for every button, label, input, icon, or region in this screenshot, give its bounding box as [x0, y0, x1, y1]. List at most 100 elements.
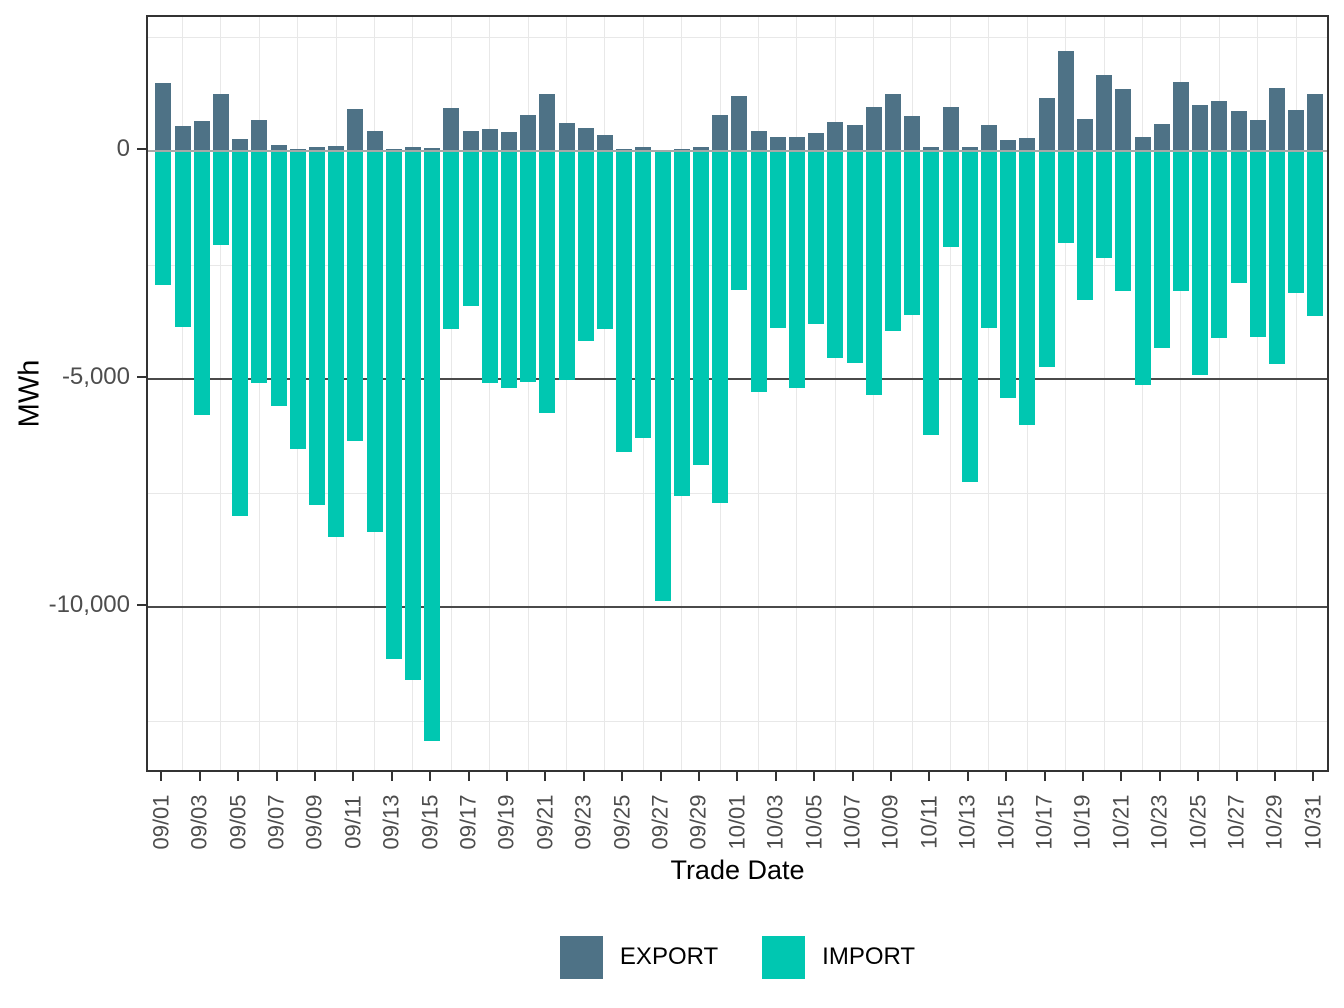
- export-bar: [1288, 109, 1305, 151]
- export-bar: [731, 95, 748, 151]
- import-bar: [1057, 151, 1074, 243]
- export-bar: [443, 107, 460, 151]
- export-bar: [865, 106, 882, 151]
- import-bar: [654, 151, 671, 601]
- export-bar: [942, 106, 959, 151]
- export-bar: [980, 125, 997, 151]
- x-gridline: [182, 17, 183, 770]
- export-bar: [155, 82, 172, 151]
- import-bar: [673, 151, 690, 497]
- x-gridline: [911, 17, 913, 770]
- x-gridline: [566, 17, 567, 770]
- import-bar: [558, 151, 575, 381]
- x-axis-title: Trade Date: [670, 855, 805, 885]
- export-bar: [1172, 81, 1189, 151]
- x-axis-tick: [966, 772, 969, 781]
- import-bar: [1268, 151, 1285, 365]
- x-axis-tick: [429, 772, 432, 781]
- export-bar: [769, 136, 786, 151]
- export-bar: [424, 148, 441, 151]
- import-bar: [904, 151, 921, 315]
- export-color-swatch: [559, 935, 603, 979]
- y-minor-gridline: [148, 492, 1327, 494]
- import-bar: [289, 151, 306, 450]
- y-axis-tick: [137, 376, 146, 378]
- import-bar: [1096, 151, 1113, 258]
- x-axis-tick: [390, 772, 393, 781]
- import-bar: [251, 151, 268, 383]
- import-bar: [1288, 151, 1305, 293]
- x-gridline: [796, 17, 798, 770]
- x-gridline: [988, 17, 990, 770]
- import-bar: [443, 151, 460, 330]
- x-axis-tick: [1081, 772, 1084, 781]
- import-bar: [961, 151, 978, 483]
- import-bar: [1134, 151, 1151, 386]
- zero-line: [148, 150, 1327, 152]
- import-bar: [1192, 151, 1209, 375]
- export-bar: [232, 139, 249, 151]
- import-bar: [1172, 151, 1189, 292]
- import-bar: [500, 151, 517, 388]
- x-gridline: [1103, 17, 1105, 770]
- x-axis-tick: [851, 772, 854, 781]
- export-bar: [212, 93, 229, 151]
- export-bar: [884, 94, 901, 151]
- legend: EXPORT IMPORT: [146, 930, 1329, 984]
- import-bar: [462, 151, 479, 306]
- plot-area: [146, 15, 1329, 772]
- legend-item-export: EXPORT: [559, 935, 719, 979]
- x-gridline: [758, 17, 759, 770]
- export-bar: [558, 122, 575, 151]
- import-color-swatch: [762, 935, 806, 979]
- export-bar: [174, 125, 191, 151]
- import-bar: [1115, 151, 1132, 291]
- y-axis-tick: [137, 148, 146, 150]
- y-major-gridline: [148, 606, 1327, 608]
- export-bar: [1115, 88, 1132, 151]
- import-bar: [404, 151, 421, 680]
- import-legend-label: IMPORT: [822, 943, 916, 970]
- import-bar: [1000, 151, 1017, 399]
- export-bar: [481, 128, 498, 151]
- export-bar: [270, 145, 287, 151]
- import-bar: [481, 151, 498, 384]
- x-gridline: [1218, 17, 1220, 770]
- x-gridline: [489, 17, 491, 770]
- export-bar: [308, 147, 325, 151]
- x-axis-tick: [582, 772, 585, 781]
- export-bar: [808, 133, 825, 151]
- import-bar: [635, 151, 652, 438]
- import-bar: [347, 151, 364, 442]
- import-bar: [174, 151, 191, 327]
- y-major-gridline: [148, 378, 1327, 380]
- import-bar: [808, 151, 825, 325]
- export-legend-label: EXPORT: [619, 943, 719, 970]
- y-tick-label: 0: [116, 135, 130, 162]
- export-bar: [1057, 51, 1074, 151]
- x-gridline: [1295, 17, 1297, 770]
- import-bar: [750, 151, 767, 392]
- export-bar: [1268, 87, 1285, 151]
- export-bar: [596, 135, 613, 151]
- x-axis-tick: [697, 772, 700, 781]
- x-axis-tick: [198, 772, 201, 781]
- export-bar: [1096, 74, 1113, 151]
- export-bar: [846, 125, 863, 151]
- x-gridline: [1142, 17, 1143, 770]
- x-gridline: [834, 17, 836, 770]
- x-axis-tick: [160, 772, 163, 781]
- import-bar: [270, 151, 287, 406]
- export-bar: [1000, 140, 1017, 151]
- export-bar: [520, 114, 537, 151]
- import-bar: [1076, 151, 1093, 301]
- y-tick-label: -5,000: [61, 363, 130, 390]
- import-bar: [980, 151, 997, 329]
- x-axis-tick: [1197, 772, 1200, 781]
- export-bar: [1019, 138, 1036, 151]
- import-bar: [865, 151, 882, 395]
- x-tick-label-text: 10/31: [1300, 794, 1326, 850]
- export-bar: [692, 146, 709, 151]
- x-axis-tick: [659, 772, 662, 781]
- import-bar: [1211, 151, 1228, 338]
